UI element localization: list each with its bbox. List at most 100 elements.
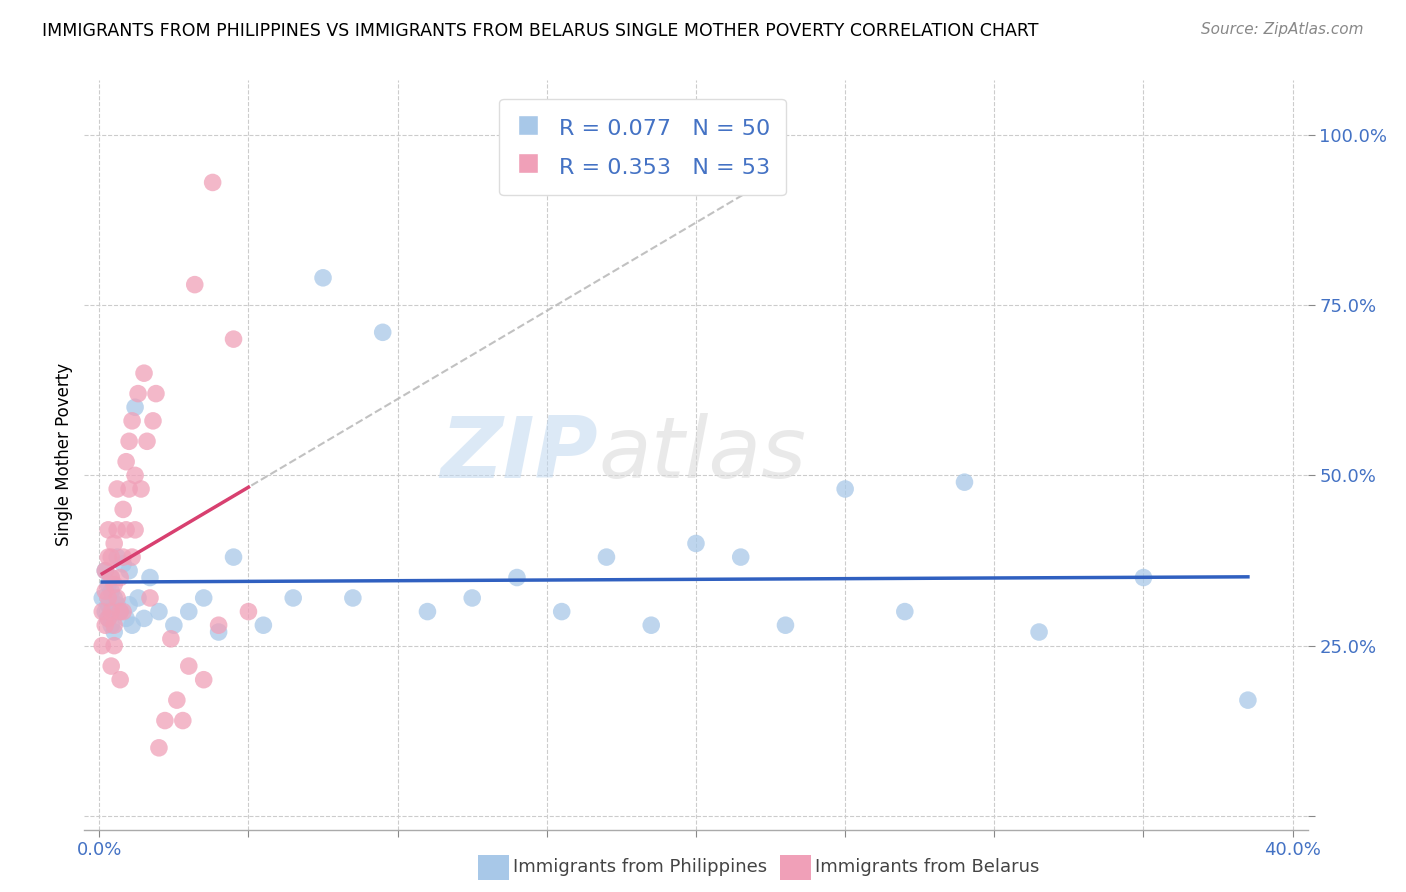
Point	[94, 618, 117, 632]
Point	[97, 591, 120, 605]
Point	[97, 550, 120, 565]
Point	[103, 591, 125, 605]
Point	[145, 386, 167, 401]
Point	[105, 482, 128, 496]
Point	[100, 570, 122, 584]
Point	[91, 605, 114, 619]
Point	[342, 591, 364, 605]
Point	[121, 550, 143, 565]
Text: ZIP: ZIP	[440, 413, 598, 497]
Point	[103, 536, 125, 550]
Point	[94, 564, 117, 578]
Point	[124, 523, 146, 537]
Point	[103, 639, 125, 653]
Point	[100, 605, 122, 619]
Y-axis label: Single Mother Poverty: Single Mother Poverty	[55, 363, 73, 547]
Point	[184, 277, 207, 292]
Point	[118, 564, 141, 578]
Point	[91, 639, 114, 653]
Point	[142, 414, 165, 428]
Point	[283, 591, 305, 605]
Point	[222, 332, 245, 346]
Point	[103, 605, 125, 619]
Point	[97, 523, 120, 537]
Point	[124, 468, 146, 483]
Point	[108, 673, 131, 687]
Point	[953, 475, 976, 490]
Point	[222, 550, 245, 565]
Point	[118, 482, 141, 496]
Point	[132, 611, 155, 625]
Point	[112, 557, 135, 571]
Point	[112, 605, 135, 619]
Point	[640, 618, 662, 632]
Point	[115, 455, 138, 469]
Point	[105, 523, 128, 537]
Point	[108, 570, 131, 584]
Point	[97, 611, 120, 625]
Point	[100, 659, 122, 673]
Point	[177, 605, 200, 619]
Point	[118, 434, 141, 449]
Point	[115, 611, 138, 625]
Point	[127, 386, 149, 401]
Point	[163, 618, 186, 632]
Point	[127, 591, 149, 605]
Point	[129, 482, 152, 496]
Point	[834, 482, 856, 496]
Point	[121, 414, 143, 428]
Point	[153, 714, 176, 728]
Point	[94, 605, 117, 619]
Point	[103, 577, 125, 591]
Point	[166, 693, 188, 707]
Point	[124, 401, 146, 415]
Point	[461, 591, 484, 605]
Text: Source: ZipAtlas.com: Source: ZipAtlas.com	[1201, 22, 1364, 37]
Point	[371, 326, 394, 340]
Point	[103, 618, 125, 632]
Point	[139, 570, 162, 584]
Point	[112, 502, 135, 516]
Point	[894, 605, 917, 619]
Point	[506, 570, 529, 584]
Point	[207, 618, 229, 632]
Point	[238, 605, 260, 619]
Point	[207, 625, 229, 640]
Point	[172, 714, 194, 728]
Point	[100, 570, 122, 584]
Point	[160, 632, 183, 646]
Point	[1132, 570, 1154, 584]
Point	[100, 618, 122, 632]
Point	[148, 740, 170, 755]
Point	[730, 550, 752, 565]
Point	[201, 176, 224, 190]
Point	[105, 591, 128, 605]
Point	[1237, 693, 1260, 707]
Point	[103, 625, 125, 640]
Point	[1028, 625, 1050, 640]
Point	[416, 605, 439, 619]
Point	[193, 591, 215, 605]
Point	[177, 659, 200, 673]
Point	[91, 591, 114, 605]
Point	[193, 673, 215, 687]
Point	[100, 550, 122, 565]
Point	[97, 577, 120, 591]
Point	[595, 550, 617, 565]
Point	[121, 618, 143, 632]
Legend: R = 0.077   N = 50, R = 0.353   N = 53: R = 0.077 N = 50, R = 0.353 N = 53	[499, 99, 786, 195]
Point	[775, 618, 797, 632]
Point	[312, 270, 335, 285]
Point	[685, 536, 707, 550]
Text: atlas: atlas	[598, 413, 806, 497]
Text: IMMIGRANTS FROM PHILIPPINES VS IMMIGRANTS FROM BELARUS SINGLE MOTHER POVERTY COR: IMMIGRANTS FROM PHILIPPINES VS IMMIGRANT…	[42, 22, 1039, 40]
Point	[132, 366, 155, 380]
Point	[97, 611, 120, 625]
Point	[551, 605, 574, 619]
Point	[105, 550, 128, 565]
Point	[112, 550, 135, 565]
Point	[94, 584, 117, 599]
Point	[108, 605, 131, 619]
Point	[252, 618, 274, 632]
Point	[148, 605, 170, 619]
